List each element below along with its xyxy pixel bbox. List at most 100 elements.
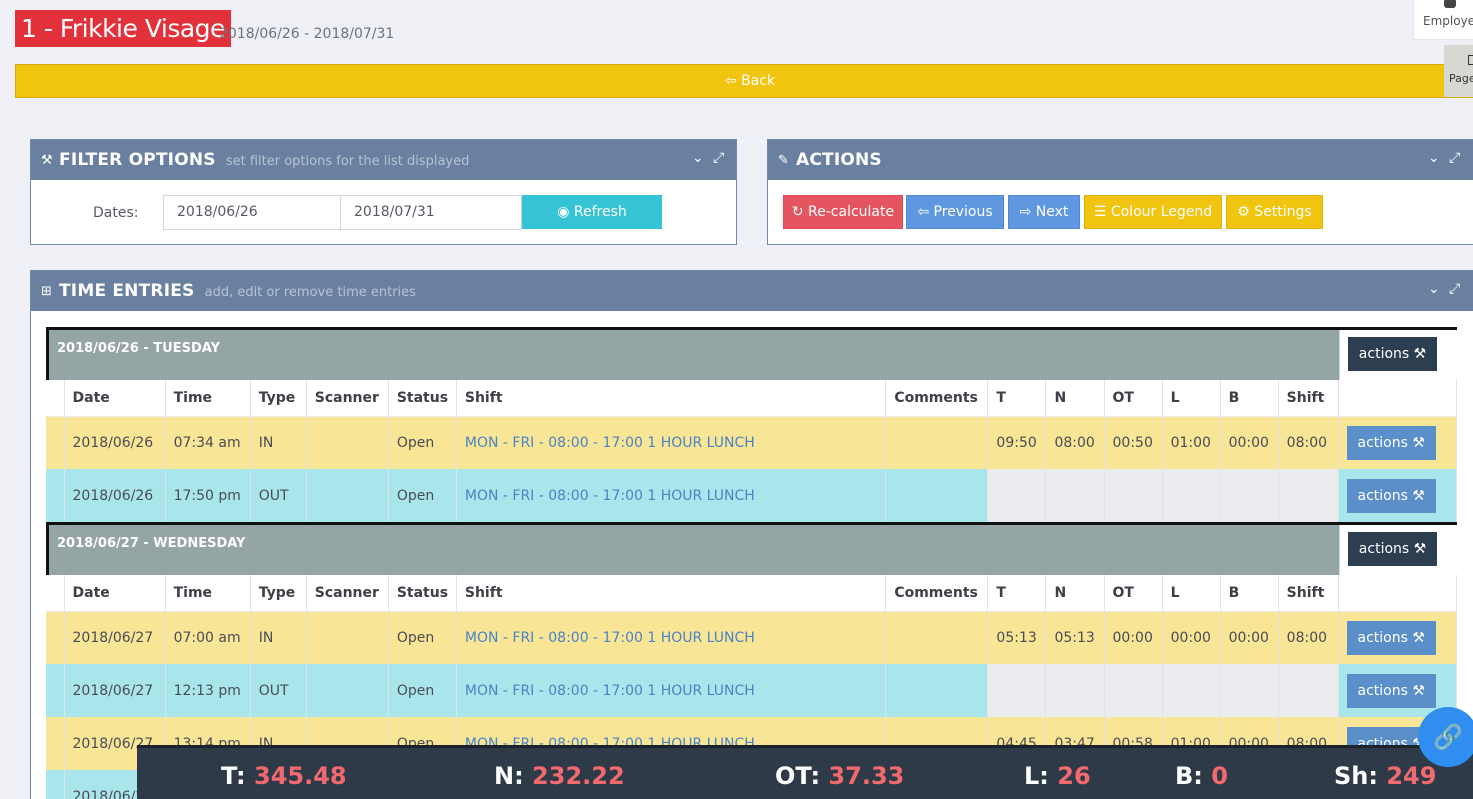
refresh-button[interactable]: ◉ Refresh <box>522 195 662 229</box>
cell-status: Open <box>388 469 457 522</box>
table-header-row: Date Time Type Scanner Status Shift Comments T N… <box>46 380 1458 417</box>
wrench-icon: ⚒ <box>1413 346 1427 362</box>
column-header-time[interactable]: Time <box>165 380 251 417</box>
table-row[interactable]: 2018/06/27 07:00 am IN Open MON - FRI - 08:0… <box>46 611 1458 664</box>
settings-label: Settings <box>1254 204 1312 220</box>
column-header-status[interactable]: Status <box>388 380 457 417</box>
settings-button[interactable]: ⚙ Settings <box>1226 195 1323 229</box>
cell-date: 2018/06/27 <box>64 611 166 664</box>
day-actions-button[interactable]: actions ⚒ <box>1348 337 1437 371</box>
time-entries-panel: ⊞ TIME ENTRIES add, edit or remove time … <box>30 270 1473 799</box>
column-header-scanner[interactable]: Scanner <box>306 380 389 417</box>
row-marker <box>46 770 65 799</box>
next-button[interactable]: ⇨ Next <box>1008 195 1080 229</box>
day-actions-cell: actions ⚒ <box>1339 525 1457 575</box>
cell-status: Open <box>388 611 457 664</box>
column-header-comments[interactable]: Comments <box>885 380 989 417</box>
wrench-icon: ⚒ <box>1412 682 1425 699</box>
dates-label: Dates: <box>93 205 139 221</box>
cell-shift[interactable]: MON - FRI - 08:00 - 17:00 1 HOUR LUNCH <box>456 416 887 469</box>
row-actions-button[interactable]: actions ⚒ <box>1346 425 1436 460</box>
column-header-ot[interactable]: OT <box>1104 380 1163 417</box>
column-header-comments[interactable]: Comments <box>885 575 989 612</box>
row-actions-button[interactable]: actions ⚒ <box>1346 673 1436 708</box>
column-header-date[interactable]: Date <box>64 380 166 417</box>
column-header-l[interactable]: L <box>1162 380 1221 417</box>
time-entries-header: ⊞ TIME ENTRIES add, edit or remove time … <box>31 271 1473 311</box>
date-to-input[interactable]: 2018/07/31 <box>340 195 522 230</box>
column-header-scanner[interactable]: Scanner <box>306 575 389 612</box>
column-header-shift[interactable]: Shift <box>456 380 887 417</box>
table-row[interactable]: 2018/06/27 12:13 pm OUT Open MON - FRI - 08:… <box>46 664 1458 717</box>
row-actions-button[interactable]: actions ⚒ <box>1346 620 1436 655</box>
cell-time: 17:50 pm <box>165 469 251 522</box>
time-entries-list: 2018/06/26 - TUESDAY actions ⚒ Date Time Typ… <box>46 327 1458 799</box>
column-header-b[interactable]: B <box>1220 380 1279 417</box>
collapse-icon[interactable]: ⌄ <box>692 150 704 166</box>
grid-icon: ⊞ <box>41 284 52 299</box>
cell-shift-hours: 08:00 <box>1278 416 1339 469</box>
column-header-shift-hours[interactable]: Shift <box>1278 575 1339 612</box>
column-header-status[interactable]: Status <box>388 575 457 612</box>
filter-panel-header: ⚒ FILTER OPTIONS set filter options for … <box>31 140 736 180</box>
link-fab-button[interactable]: 🔗 <box>1418 707 1473 767</box>
column-header-shift-hours[interactable]: Shift <box>1278 380 1339 417</box>
column-header-shift[interactable]: Shift <box>456 575 887 612</box>
cell-shift[interactable]: MON - FRI - 08:00 - 17:00 1 HOUR LUNCH <box>456 469 887 522</box>
column-header-ot[interactable]: OT <box>1104 575 1163 612</box>
table-row[interactable]: 2018/06/26 17:50 pm OUT Open MON - FRI - 08:… <box>46 469 1458 522</box>
expand-icon[interactable]: ⤢ <box>713 150 725 166</box>
day-actions-button[interactable]: actions ⚒ <box>1348 532 1437 566</box>
cell-date: 2018/06/27 <box>64 664 166 717</box>
actions-label: actions <box>1358 541 1410 557</box>
column-header-type[interactable]: Type <box>250 380 307 417</box>
cell-comments <box>885 664 989 717</box>
actions-label: actions <box>1357 629 1408 646</box>
colour-legend-button[interactable]: ☰ Colour Legend <box>1084 195 1222 229</box>
row-actions-cell: actions ⚒ <box>1338 469 1458 522</box>
link-icon: 🔗 <box>1433 723 1463 751</box>
spacer-header <box>46 575 65 612</box>
cell-ot <box>1104 664 1163 717</box>
column-header-date[interactable]: Date <box>64 575 166 612</box>
table-row[interactable]: 2018/06/26 07:34 am IN Open MON - FRI - 08:0… <box>46 416 1458 469</box>
recalculate-button[interactable]: ↻ Re-calculate <box>783 195 903 229</box>
cell-t: 05:13 <box>987 611 1047 664</box>
column-header-type[interactable]: Type <box>250 575 307 612</box>
column-header-t[interactable]: T <box>987 575 1047 612</box>
arrow-right-icon: ⇨ <box>1019 204 1032 220</box>
expand-icon[interactable]: ⤢ <box>1449 281 1461 297</box>
actions-label: actions <box>1357 487 1408 504</box>
refresh-icon: ↻ <box>791 204 804 220</box>
row-actions-cell: actions ⚒ <box>1338 664 1458 717</box>
back-button[interactable]: ⇦ Back <box>15 64 1473 98</box>
column-header-n[interactable]: N <box>1045 380 1105 417</box>
employee-button[interactable]: Employee <box>1413 0 1473 40</box>
column-header-t[interactable]: T <box>987 380 1047 417</box>
time-entries-title: TIME ENTRIES <box>59 281 195 301</box>
column-header-b[interactable]: B <box>1220 575 1279 612</box>
row-actions-cell: actions ⚒ <box>1338 611 1458 664</box>
collapse-icon[interactable]: ⌄ <box>1428 150 1440 166</box>
cell-shift[interactable]: MON - FRI - 08:00 - 17:00 1 HOUR LUNCH <box>456 611 887 664</box>
column-header-n[interactable]: N <box>1045 575 1105 612</box>
cell-shift-hours: 08:00 <box>1278 611 1339 664</box>
previous-button[interactable]: ⇦ Previous <box>906 195 1004 229</box>
cell-shift[interactable]: MON - FRI - 08:00 - 17:00 1 HOUR LUNCH <box>456 664 887 717</box>
total-b: B: 0 <box>1175 762 1228 790</box>
column-header-time[interactable]: Time <box>165 575 251 612</box>
expand-icon[interactable]: ⤢ <box>1449 150 1461 166</box>
column-header-l[interactable]: L <box>1162 575 1221 612</box>
employee-label: Employee <box>1423 14 1473 28</box>
cell-ot: 00:00 <box>1104 611 1163 664</box>
row-actions-cell: actions ⚒ <box>1338 416 1458 469</box>
row-actions-button[interactable]: actions ⚒ <box>1346 478 1436 513</box>
page-title: 1 - Frikkie Visage <box>15 10 231 47</box>
list-icon: ☰ <box>1093 204 1107 220</box>
page-button[interactable]: Page <box>1444 45 1473 97</box>
date-from-input[interactable]: 2018/06/26 <box>163 195 341 230</box>
arrow-left-icon: ⇦ <box>724 73 737 89</box>
cell-l: 00:00 <box>1162 611 1221 664</box>
spacer-header <box>46 380 65 417</box>
collapse-icon[interactable]: ⌄ <box>1428 281 1440 297</box>
